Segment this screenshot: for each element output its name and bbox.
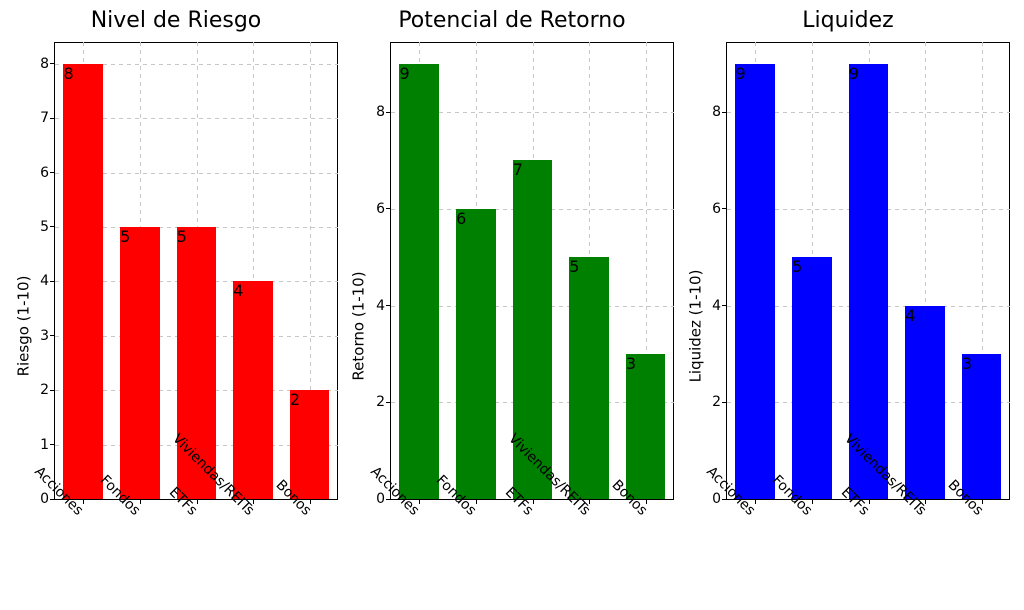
bar-fondos: 6	[456, 209, 496, 499]
ytick-mark	[722, 305, 727, 306]
bar-bonos: 3	[962, 354, 1002, 499]
xlabels: AccionesFondosETFsViviendas/REITsBonos	[390, 500, 674, 610]
xtick-label: Fondos	[132, 507, 178, 553]
xtick-label: ETFs	[189, 507, 223, 541]
ylabel-wrap: Retorno (1-10)	[350, 42, 368, 610]
xtick-label: Acciones	[747, 507, 802, 562]
xtick-label: Bonos	[303, 507, 345, 549]
plot-row: Riesgo (1-10) 01234567885542 AccionesFondo…	[14, 42, 338, 610]
axes-wrap: 01234567885542AccionesFondosETFsVivienda…	[54, 42, 338, 610]
plot-row: Retorno (1-10) 0246896753 AccionesFondos ET…	[350, 42, 674, 610]
ylabel-wrap: Liquidez (1-10)	[686, 42, 704, 610]
spine-right	[673, 42, 674, 499]
ylabel: Riesgo (1-10)	[14, 276, 32, 377]
ytick-mark	[722, 112, 727, 113]
ytick-mark	[50, 444, 55, 445]
axes: 0246896753	[390, 42, 674, 500]
bar-viviendas-reits: 5	[569, 257, 609, 499]
ytick-mark	[386, 112, 391, 113]
xtick-label: Acciones	[411, 507, 466, 562]
spine-right	[337, 42, 338, 499]
xtick-label: Acciones	[75, 507, 130, 562]
axes-wrap: 0246895943AccionesFondosETFsViviendas/RE…	[726, 42, 1010, 610]
ytick-mark	[50, 63, 55, 64]
axes-wrap: 0246896753AccionesFondosETFsViviendas/RE…	[390, 42, 674, 610]
panel-risk: Nivel de Riesgo Riesgo (1-10) 012345678855…	[8, 8, 344, 610]
bar-fondos: 5	[120, 227, 160, 499]
ylabel: Retorno (1-10)	[350, 271, 368, 380]
xlabels: AccionesFondosETFsViviendas/REITsBonos	[54, 500, 338, 610]
ytick-column	[32, 42, 54, 610]
xtick-label: ETFs	[525, 507, 559, 541]
plot-row: Liquidez (1-10) 0246895943 AccionesFondos E…	[686, 42, 1010, 610]
ytick-mark	[50, 172, 55, 173]
ytick-mark	[386, 305, 391, 306]
bar-bonos: 3	[626, 354, 666, 499]
ytick-mark	[386, 208, 391, 209]
figure: Nivel de Riesgo Riesgo (1-10) 012345678855…	[0, 0, 1024, 610]
ytick-mark	[50, 226, 55, 227]
panel-return: Potencial de Retorno Retorno (1-10) 024689…	[344, 8, 680, 610]
ytick-mark	[50, 390, 55, 391]
spine-right	[1009, 42, 1010, 499]
ytick-mark	[50, 281, 55, 282]
ytick-column	[368, 42, 390, 610]
panel-liquidity: Liquidez Liquidez (1-10) 0246895943 Accione…	[680, 8, 1016, 610]
ytick-column	[704, 42, 726, 610]
bar-acciones: 9	[735, 64, 775, 499]
bar-viviendas-reits: 4	[905, 306, 945, 499]
ytick-mark	[722, 402, 727, 403]
bar-fondos: 5	[792, 257, 832, 499]
panel-title: Potencial de Retorno	[350, 8, 674, 36]
panel-title: Nivel de Riesgo	[14, 8, 338, 36]
bar-acciones: 8	[63, 64, 103, 499]
xtick-label: Bonos	[975, 507, 1017, 549]
xtick-label: ETFs	[861, 507, 895, 541]
ylabel-wrap: Riesgo (1-10)	[14, 42, 32, 610]
bar-bonos: 2	[290, 390, 330, 499]
xtick-label: Fondos	[804, 507, 850, 553]
axes: 01234567885542	[54, 42, 338, 500]
ytick-mark	[50, 335, 55, 336]
xlabels: AccionesFondosETFsViviendas/REITsBonos	[726, 500, 1010, 610]
panel-title: Liquidez	[686, 8, 1010, 36]
ytick-mark	[722, 208, 727, 209]
ylabel: Liquidez (1-10)	[686, 270, 704, 383]
ytick-mark	[386, 402, 391, 403]
xtick-label: Fondos	[468, 507, 514, 553]
axes: 0246895943	[726, 42, 1010, 500]
xtick-label: Bonos	[639, 507, 681, 549]
bar-viviendas-reits: 4	[233, 281, 273, 499]
ytick-mark	[50, 118, 55, 119]
bar-acciones: 9	[399, 64, 439, 499]
